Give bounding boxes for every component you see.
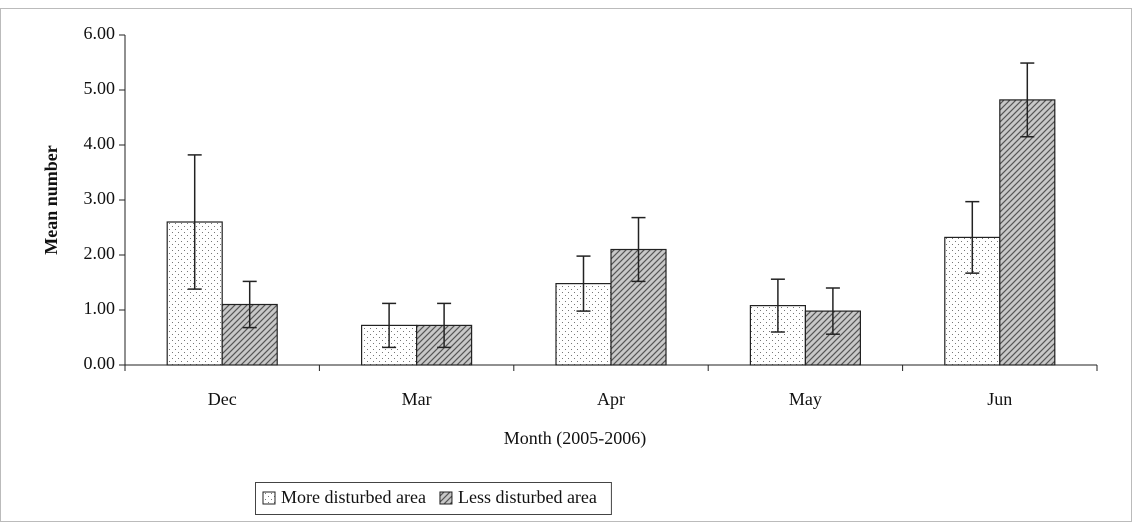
error-bar (825, 287, 840, 335)
error-bar (437, 302, 452, 349)
y-tick-label: 0.00 (84, 353, 116, 373)
error-bar (242, 280, 257, 329)
legend-label: More disturbed area (281, 487, 426, 507)
y-axis-label: Mean number (41, 145, 61, 255)
y-tick-label: 5.00 (84, 78, 116, 98)
x-tick-label: May (789, 389, 822, 409)
legend-box (255, 482, 612, 515)
error-bar (1020, 62, 1035, 138)
legend: More disturbed area Less disturbed area (255, 482, 612, 515)
error-bar (576, 255, 591, 312)
y-tick-label: 4.00 (84, 133, 116, 153)
y-tick-label: 1.00 (84, 298, 116, 318)
legend-swatch (439, 491, 453, 505)
y-tick-label: 2.00 (84, 243, 116, 263)
x-tick-label: Dec (208, 389, 237, 409)
x-axis-label: Month (2005-2006) (504, 428, 647, 449)
bar (999, 99, 1056, 366)
legend-swatch (262, 491, 276, 505)
y-tick-label: 6.00 (84, 23, 116, 43)
error-bar (965, 200, 980, 274)
x-tick-label: Mar (402, 389, 432, 409)
error-bar (631, 216, 646, 283)
error-bar (187, 154, 202, 290)
y-tick-label: 3.00 (84, 188, 116, 208)
x-tick-label: Jun (987, 389, 1012, 409)
legend-label: Less disturbed area (458, 487, 597, 507)
error-bar (382, 302, 397, 349)
x-tick-label: Apr (597, 389, 625, 409)
error-bar (770, 278, 785, 333)
